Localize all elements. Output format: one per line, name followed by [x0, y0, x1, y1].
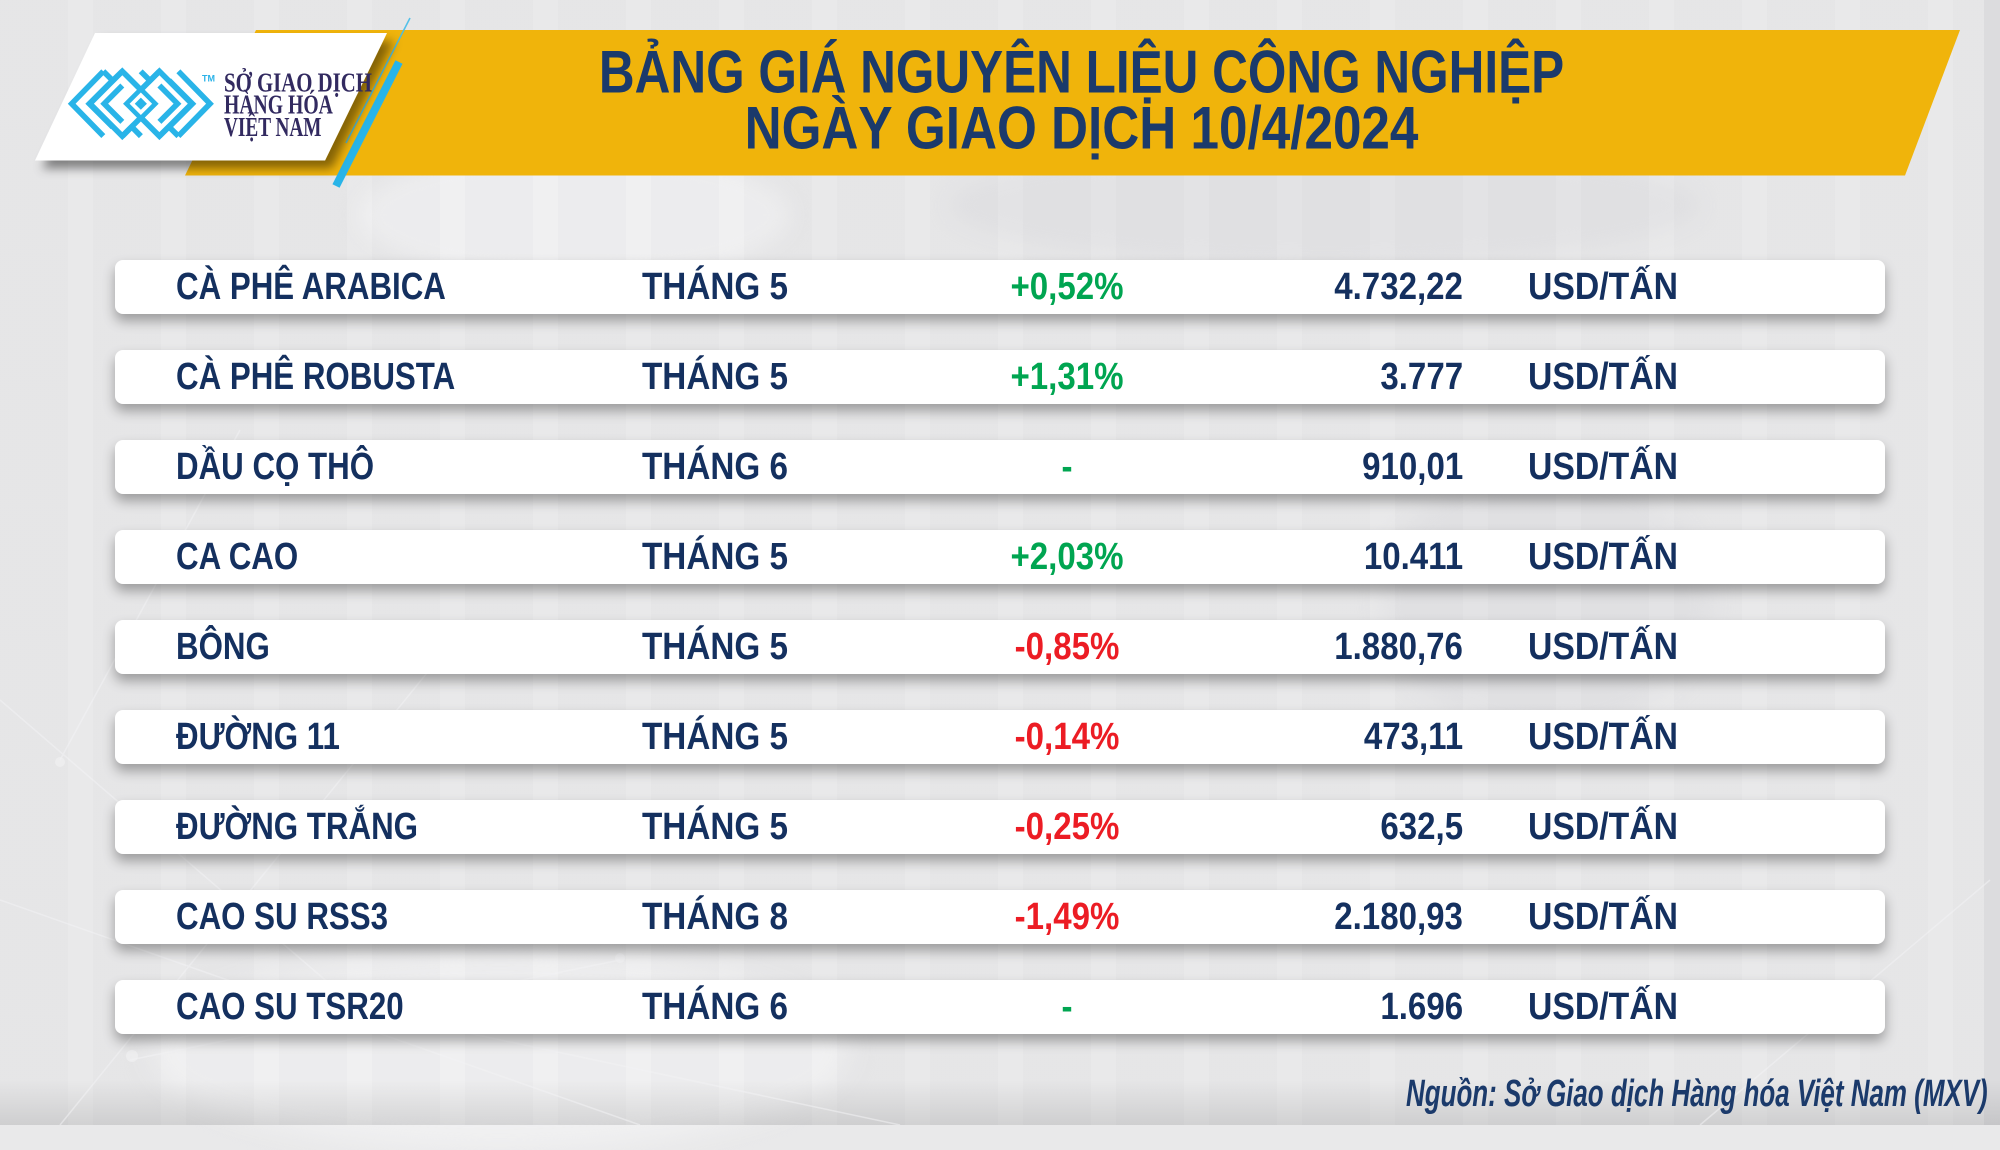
svg-text:NGÀY GIAO DỊCH 10/4/2024: NGÀY GIAO DỊCH 10/4/2024	[745, 94, 1419, 162]
svg-text:VIỆT NAM: VIỆT NAM	[224, 113, 321, 143]
svg-text:BẢNG GIÁ NGUYÊN LIỆU CÔNG NGHI: BẢNG GIÁ NGUYÊN LIỆU CÔNG NGHIỆP	[599, 38, 1564, 106]
svg-text:SỞ GIAO DỊCH: SỞ GIAO DỊCH	[224, 67, 372, 99]
svg-text:HÀNG HÓA: HÀNG HÓA	[224, 89, 334, 120]
svg-text:TM: TM	[202, 74, 215, 84]
